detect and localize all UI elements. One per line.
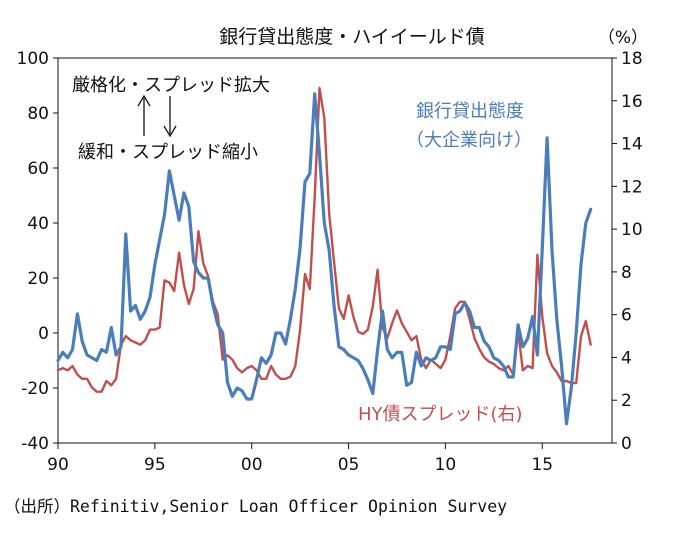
right-axis-unit: （%） [598, 28, 648, 48]
right-tick-label: 8 [621, 263, 632, 283]
arrow-up-icon [137, 94, 151, 136]
left-tick-label: -20 [21, 379, 49, 399]
left-tick-label: 0 [38, 324, 49, 344]
right-tick-label: 2 [621, 391, 632, 411]
right-tick-label: 18 [621, 49, 643, 69]
right-tick-label: 6 [621, 306, 632, 326]
annotation-narrow: 緩和・スプレッド縮小 [78, 142, 258, 163]
arrow-down-icon [163, 96, 177, 138]
legend-lending-sublabel: （大企業向け） [406, 130, 532, 151]
x-tick-label: 95 [144, 455, 166, 475]
plot-area [57, 57, 613, 444]
right-tick-label: 0 [621, 434, 632, 454]
right-tick-label: 12 [621, 177, 643, 197]
x-tick-label: 90 [47, 455, 69, 475]
left-tick-label: 80 [27, 104, 49, 124]
source-note: （出所）Refinitiv,Senior Loan Officer Opinio… [4, 497, 507, 516]
chart-title: 銀行貸出態度・ハイイールド債 [219, 26, 485, 48]
x-tick-label: 05 [338, 455, 360, 475]
annotation-widen: 厳格化・スプレッド拡大 [72, 75, 270, 96]
right-tick-label: 14 [621, 135, 643, 155]
legend-lending-label: 銀行貸出態度 [416, 101, 524, 122]
x-tick-label: 10 [435, 455, 457, 475]
series-line-hy-spread [56, 86, 592, 393]
right-tick-label: 10 [621, 220, 643, 240]
x-tick-label: 00 [241, 455, 263, 475]
legend-spread-label: HY債スプレッド(右) [358, 404, 523, 425]
left-tick-label: 20 [27, 269, 49, 289]
right-tick-label: 4 [621, 348, 632, 368]
left-tick-label: 40 [27, 214, 49, 234]
left-tick-label: -40 [21, 434, 49, 454]
x-tick-label: 15 [531, 455, 553, 475]
series-line-lending-stance [56, 92, 593, 426]
left-tick-label: 100 [17, 49, 49, 69]
right-tick-label: 16 [621, 92, 643, 112]
left-tick-label: 60 [27, 159, 49, 179]
